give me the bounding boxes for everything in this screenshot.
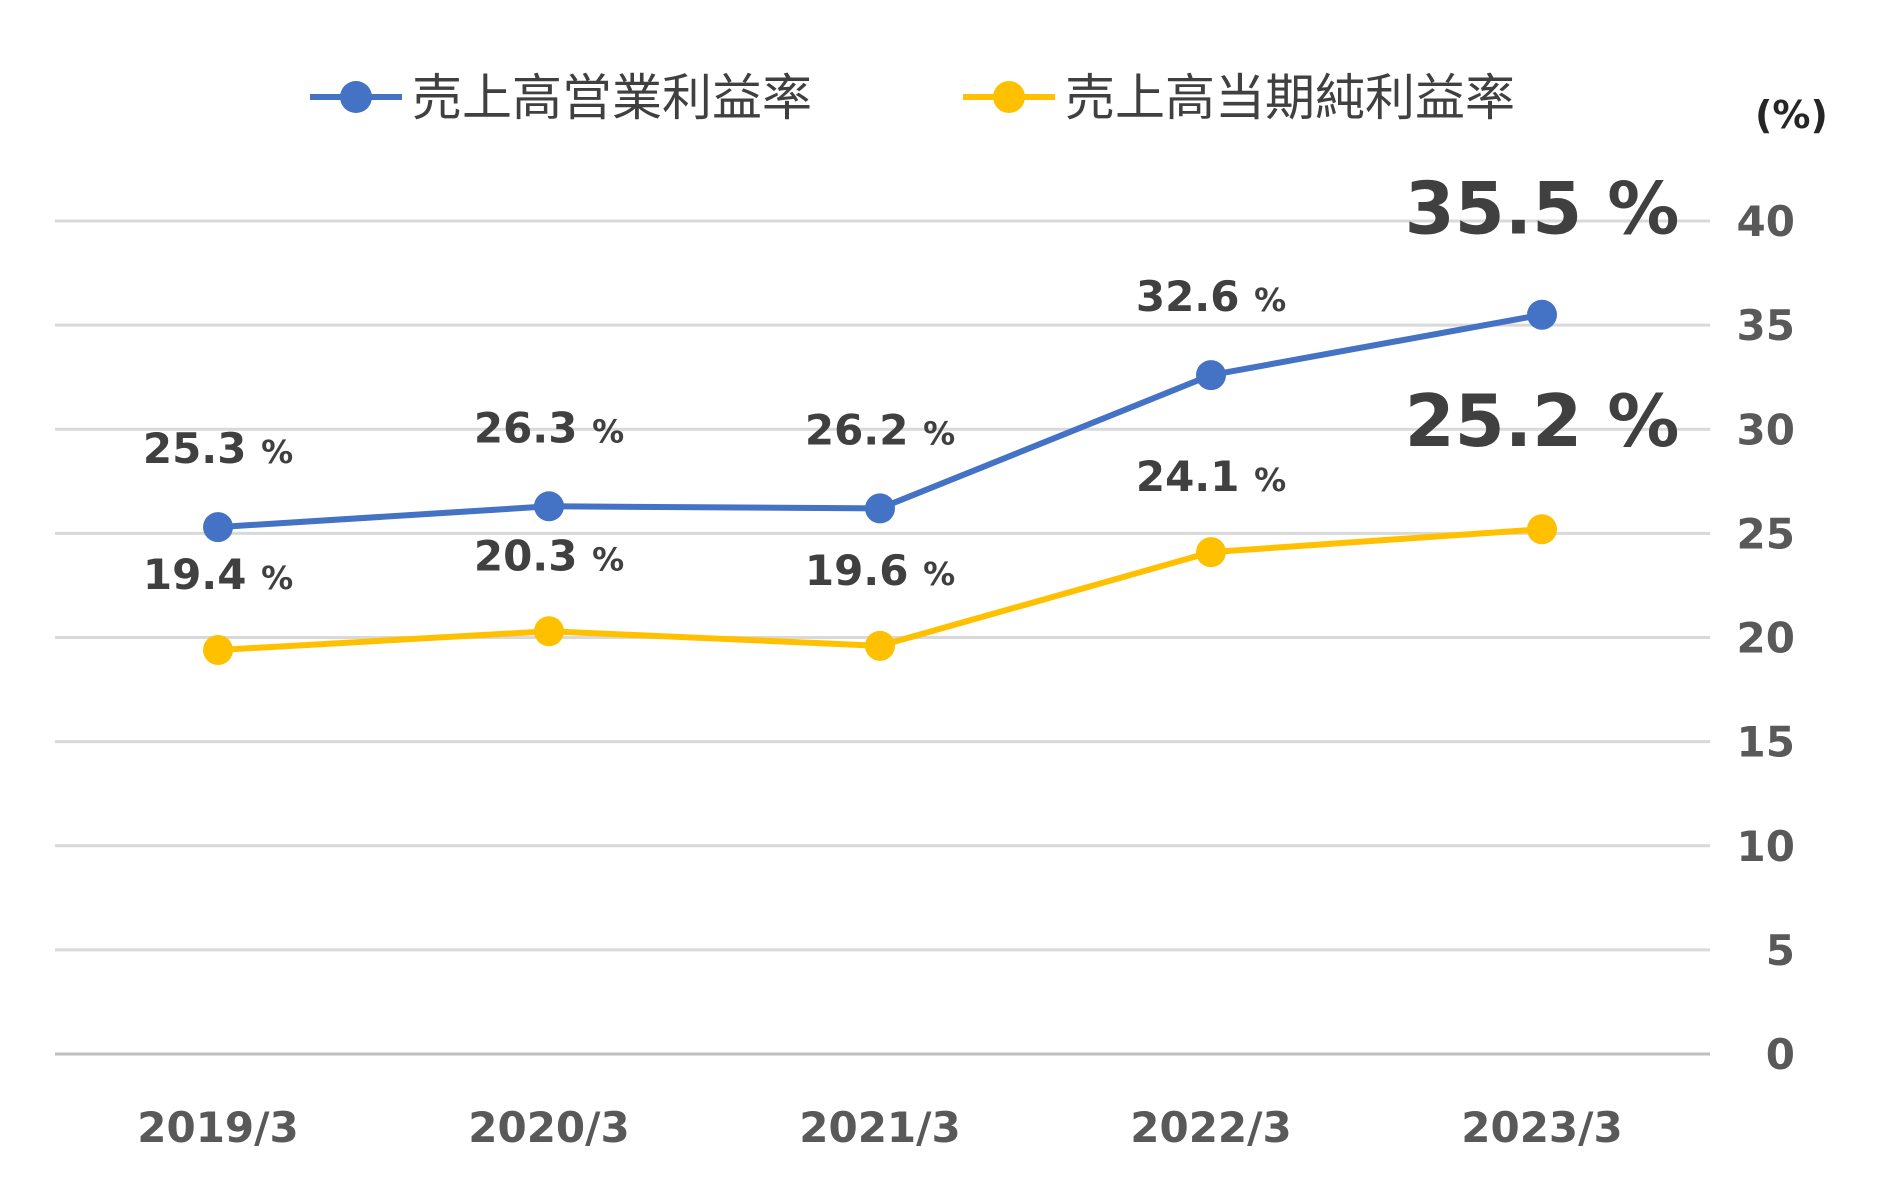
y-axis-ticks: 0 5 10 15 20 25 30 35 40: [1737, 197, 1795, 1079]
data-label: 26.3 %: [474, 403, 624, 452]
data-point: [534, 616, 564, 647]
legend-marker-net-margin: [993, 81, 1025, 113]
data-label: 32.6 %: [1136, 272, 1286, 321]
data-point: [203, 634, 233, 665]
data-label: 35.5 %: [1405, 167, 1680, 251]
y-axis-unit: (%): [1755, 93, 1828, 137]
y-tick-label: 30: [1737, 405, 1795, 454]
legend-item-operating-margin: 売上高営業利益率: [310, 69, 812, 127]
y-tick-label: 35: [1737, 301, 1795, 350]
x-tick-label: 2019/3: [137, 1103, 298, 1152]
x-axis-ticks: 2019/3 2020/3 2021/3 2022/3 2023/3: [137, 1103, 1622, 1152]
y-tick-label: 40: [1737, 197, 1795, 246]
y-tick-label: 20: [1737, 614, 1795, 663]
gridlines: [55, 219, 1710, 1056]
x-tick-label: 2022/3: [1130, 1103, 1291, 1152]
x-tick-label: 2023/3: [1461, 1103, 1622, 1152]
legend-label-operating-margin: 売上高営業利益率: [412, 69, 812, 127]
legend-label-net-margin: 売上高当期純利益率: [1065, 69, 1515, 127]
data-label: 19.4 %: [143, 550, 293, 599]
legend-item-net-margin: 売上高当期純利益率: [963, 69, 1515, 127]
y-tick-label: 15: [1737, 718, 1795, 767]
data-label: 26.2 %: [805, 405, 955, 454]
y-tick-label: 5: [1766, 926, 1795, 975]
data-label: 24.1 %: [1136, 452, 1286, 501]
data-label: 19.6 %: [805, 546, 955, 595]
legend: 売上高営業利益率 売上高当期純利益率: [310, 69, 1515, 127]
x-tick-label: 2020/3: [468, 1103, 629, 1152]
series-group: [203, 299, 1557, 665]
data-point: [1527, 514, 1557, 545]
data-point: [1196, 360, 1226, 391]
data-point: [534, 491, 564, 522]
x-tick-label: 2021/3: [799, 1103, 960, 1152]
y-tick-label: 25: [1737, 509, 1795, 558]
data-label: 20.3 %: [474, 531, 624, 580]
data-point: [1196, 537, 1226, 568]
data-label: 25.3 %: [143, 424, 293, 473]
y-tick-label: 10: [1737, 822, 1795, 871]
data-label: 25.2 %: [1405, 379, 1680, 463]
data-point: [865, 630, 895, 661]
data-labels: 25.3 % 26.3 % 26.2 % 32.6 % 35.5 % 19.4 % 20.3…: [143, 167, 1680, 599]
data-point: [865, 493, 895, 524]
data-point: [1527, 299, 1557, 330]
legend-marker-operating-margin: [340, 81, 372, 113]
y-tick-label: 0: [1766, 1030, 1795, 1079]
data-point: [203, 512, 233, 543]
